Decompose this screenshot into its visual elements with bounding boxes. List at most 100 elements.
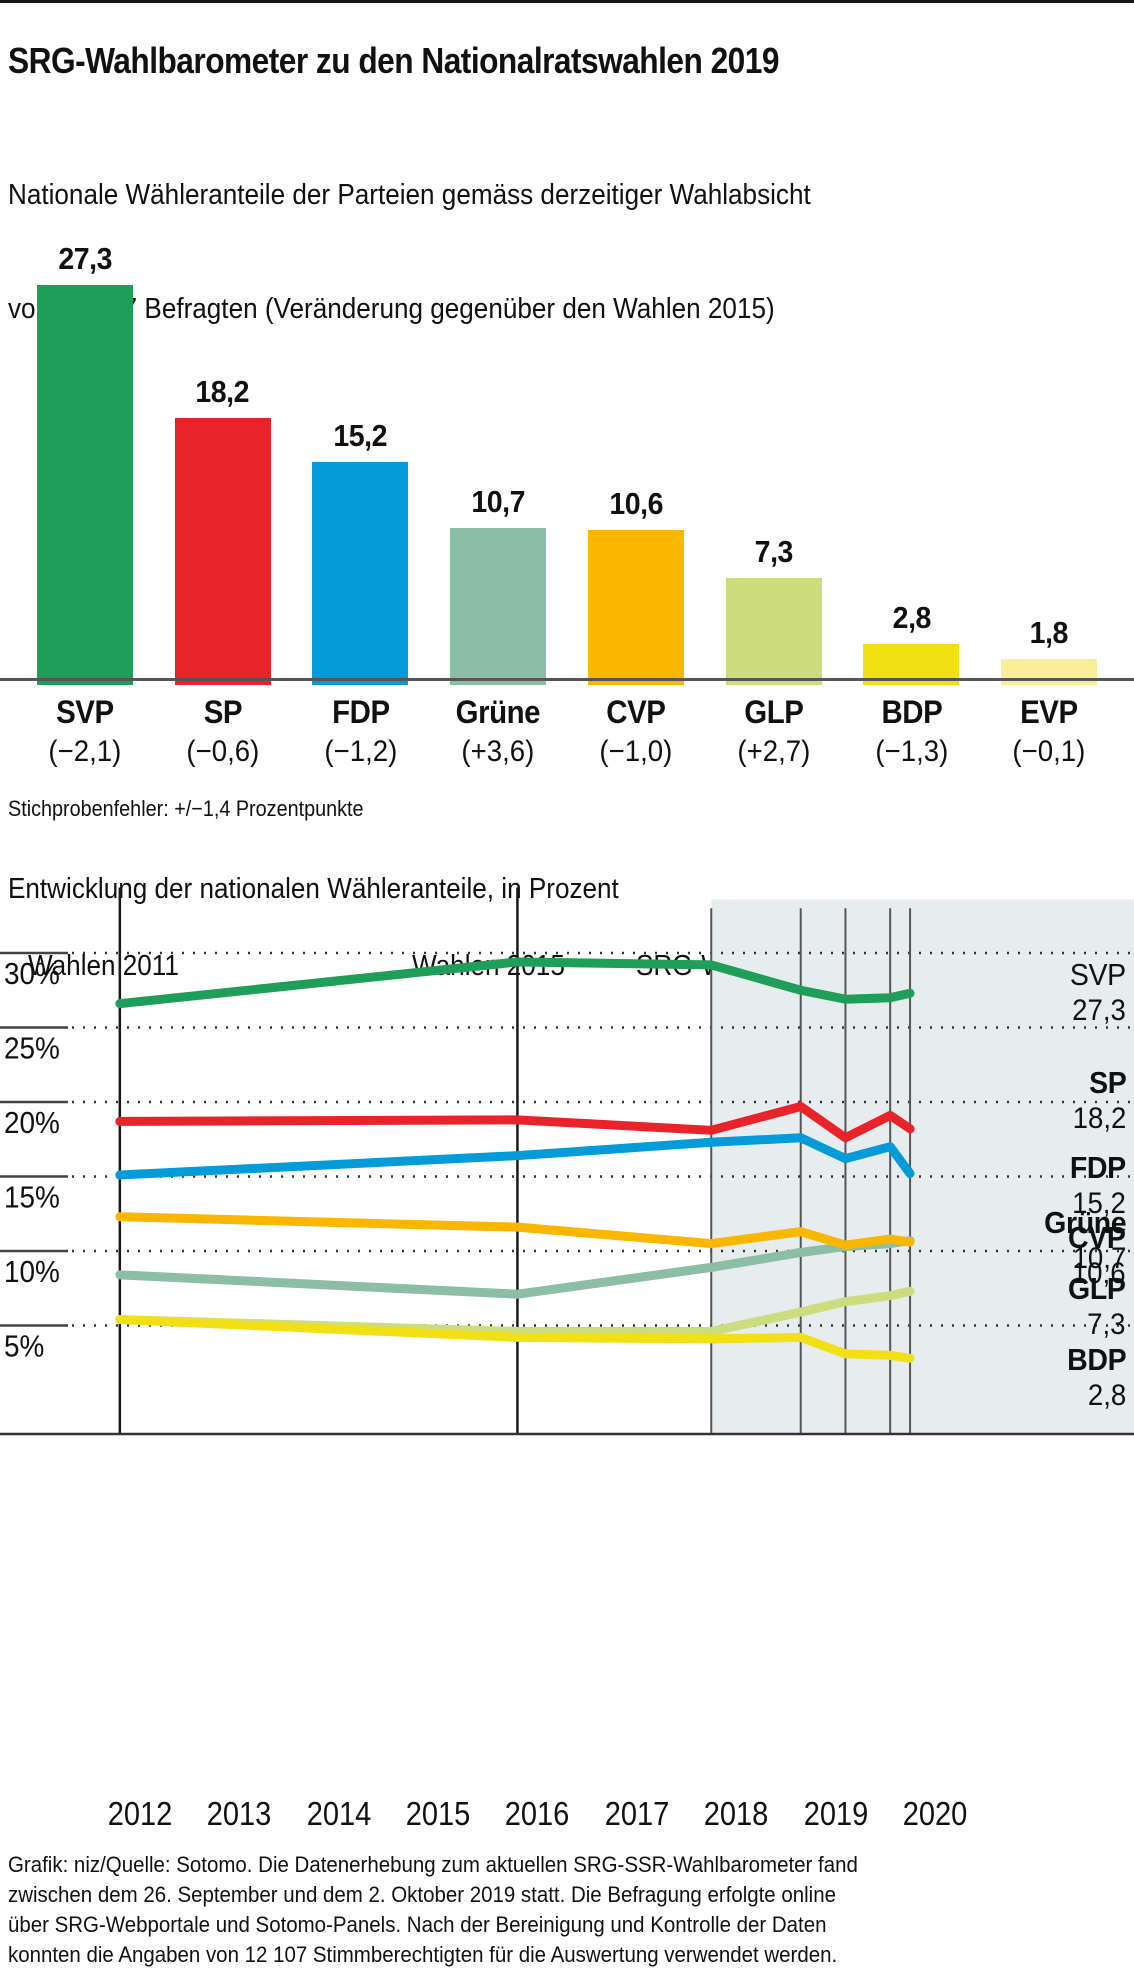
- party-delta: (−0,1): [1012, 735, 1086, 768]
- series-line-cvp: [115, 1212, 915, 1250]
- bar-value-label: 7,3: [754, 534, 793, 570]
- bar-chart-baseline: [0, 678, 1134, 681]
- bar-group: 18,2: [174, 185, 271, 685]
- y-axis-tick-label: 30%: [4, 957, 60, 992]
- bar-value-label: 10,6: [609, 485, 663, 521]
- y-axis-tick-label: 25%: [4, 1031, 60, 1066]
- bar-value-label: 10,7: [471, 484, 525, 520]
- x-axis-tick-label: 2014: [306, 1795, 371, 1832]
- party-delta: (−1,0): [599, 735, 673, 768]
- series-line-fdp: [115, 1133, 915, 1180]
- series-value: 10,7: [1072, 1241, 1126, 1275]
- bar-group: 10,6: [587, 185, 684, 685]
- bar-axis-label: BDP (−1,3): [843, 692, 981, 772]
- party-name: EVP: [1020, 694, 1078, 730]
- y-axis-tick-label: 15%: [4, 1180, 60, 1215]
- series-name: Grüne: [1043, 1204, 1127, 1240]
- series-name: BDP: [1066, 1342, 1126, 1378]
- bar-group: 2,8: [863, 185, 960, 685]
- bar-axis-label: CVP (−1,0): [567, 692, 705, 772]
- series-label-grune: Grüne 10,7: [1037, 1204, 1127, 1277]
- party-delta: (−1,2): [323, 735, 397, 768]
- series-name: FDP: [1070, 1149, 1126, 1185]
- bar-rect: [36, 285, 133, 685]
- series-value: 27,3: [1072, 994, 1126, 1028]
- party-name: Grüne: [455, 694, 541, 730]
- bar-axis-label: SVP (−2,1): [16, 692, 154, 772]
- series-label-sp: SP 18,2: [1068, 1065, 1126, 1137]
- party-delta: (+2,7): [737, 735, 811, 768]
- party-name: GLP: [744, 694, 804, 730]
- footnote: Grafik: niz/Quelle: Sotomo. Die Datenerh…: [8, 1852, 858, 1967]
- bar-axis-label: FDP (−1,2): [292, 692, 430, 772]
- party-name: BDP: [880, 694, 942, 730]
- x-axis-tick-label: 2016: [504, 1795, 570, 1832]
- subtitle-line-1: Nationale Wähleranteile der Parteien gem…: [8, 179, 811, 211]
- bar-value-label: 18,2: [195, 374, 250, 410]
- party-delta: (−0,6): [186, 735, 260, 768]
- series-value: 10,6: [1072, 1257, 1126, 1291]
- bar-group: 15,2: [312, 185, 409, 685]
- bar-axis-label: GLP (+2,7): [705, 692, 843, 772]
- x-axis-tick-label: 2012: [107, 1795, 172, 1832]
- series-line-sp: [115, 1101, 915, 1143]
- bar-chart-labels: SVP (−2,1) SP (−0,6) FDP (−1,2) Grüne (+3,6) CVP…: [0, 686, 1134, 791]
- series-name: GLP: [1068, 1271, 1126, 1307]
- party-delta: (+3,6): [461, 735, 535, 768]
- party-delta: (−2,1): [48, 735, 122, 768]
- bar-rect: [725, 578, 822, 685]
- series-name: SP: [1088, 1064, 1127, 1100]
- series-label-glp: GLP 7,3: [1063, 1271, 1126, 1343]
- series-label-cvp: CVP 10,6: [1063, 1220, 1126, 1292]
- line-chart-header-label: Wahlen 2011: [28, 950, 179, 982]
- bar-chart: 27,3 18,2 15,2 10,7 10,6 7,3 2,8 1,8: [0, 185, 1134, 685]
- bar-rect: [450, 528, 547, 685]
- x-axis-tick-label: 2013: [206, 1795, 272, 1832]
- bar-rect: [1001, 658, 1098, 685]
- bar-rect: [587, 529, 684, 685]
- series-line-bdp: [115, 1315, 915, 1363]
- sampling-error-note: Stichprobenfehler: +/−1,4 Prozentpunkte: [8, 796, 364, 821]
- series-value: 15,2: [1072, 1186, 1126, 1220]
- party-name: CVP: [606, 694, 666, 730]
- series-line-glp: [115, 1286, 915, 1336]
- series-value: 2,8: [1087, 1379, 1126, 1413]
- party-name: FDP: [331, 694, 390, 730]
- page-subtitle: Nationale Wähleranteile der Parteien gem…: [8, 100, 811, 404]
- bar-value-label: 1,8: [1029, 614, 1069, 650]
- bar-value-label: 2,8: [892, 599, 931, 635]
- top-rule: [0, 0, 1134, 3]
- line-chart: 30% 25% 20% 15% 10% 5% SVP 27,3 SP 18,2 FDP 15,2 Grü…: [0, 887, 1134, 1436]
- x-axis-tick-label: 2018: [703, 1795, 769, 1832]
- bar-rect: [174, 418, 271, 685]
- line-chart-x-axis-labels: 2012 2013 2014 2015 2016 2017 2018 2019 2020: [0, 1795, 1134, 1839]
- y-axis-tick-label: 10%: [4, 1255, 60, 1290]
- series-name: CVP: [1068, 1220, 1126, 1256]
- bar-axis-label: Grüne (+3,6): [429, 692, 567, 772]
- bar-group: 1,8: [1001, 185, 1098, 685]
- bar-value-label: 27,3: [58, 241, 112, 276]
- bar-group: 10,7: [450, 185, 547, 685]
- x-axis-tick-label: 2020: [902, 1795, 968, 1832]
- line-chart-svg: 30% 25% 20% 15% 10% 5%: [0, 887, 1134, 1436]
- y-axis-tick-label: 5%: [4, 1329, 44, 1364]
- bar-value-label: 15,2: [333, 418, 388, 454]
- series-label-fdp: FDP 15,2: [1065, 1150, 1126, 1222]
- x-axis-tick-label: 2019: [803, 1795, 868, 1832]
- series-value: 18,2: [1072, 1101, 1126, 1135]
- bar-group: 7,3: [725, 185, 822, 685]
- x-axis-tick-label: 2015: [405, 1795, 471, 1832]
- bar-group: 27,3: [36, 185, 133, 685]
- party-delta: (−1,3): [874, 735, 948, 768]
- bar-rect: [312, 462, 409, 685]
- party-name: SP: [203, 694, 242, 730]
- page-title: SRG-Wahlbarometer zu den Nationalratswah…: [8, 40, 779, 82]
- series-label-bdp: BDP 2,8: [1062, 1342, 1126, 1414]
- series-line-svp: [115, 957, 915, 1009]
- series-label-svp: SVP 27,3: [1065, 957, 1126, 1029]
- y-axis-tick-label: 20%: [4, 1106, 60, 1141]
- series-name: SVP: [1070, 957, 1126, 993]
- bar-axis-label: EVP (−0,1): [980, 692, 1118, 772]
- party-name: SVP: [56, 694, 114, 730]
